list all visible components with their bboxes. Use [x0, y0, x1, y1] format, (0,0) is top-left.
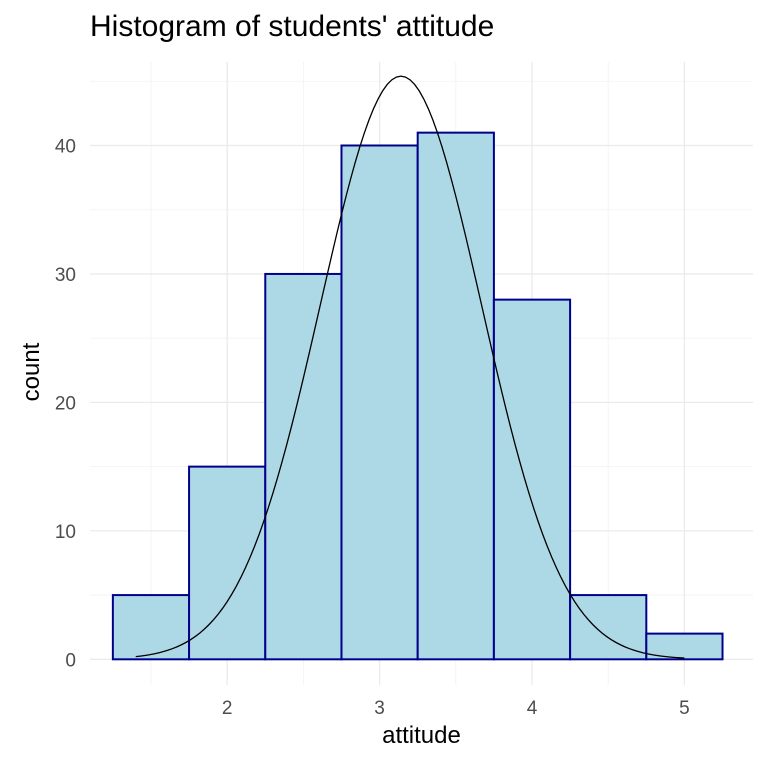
x-tick-label: 3 — [374, 698, 385, 719]
chart-title: Histogram of students' attitude — [90, 10, 495, 43]
histogram-bar — [492, 298, 572, 661]
y-tick-label: 0 — [65, 650, 76, 671]
y-axis-ticks: 0 10 20 30 40 — [55, 136, 76, 671]
histogram-bar — [416, 131, 495, 661]
y-tick-label: 20 — [55, 393, 76, 414]
x-tick-label: 2 — [222, 698, 233, 719]
histogram-bar — [340, 144, 419, 661]
y-tick-label: 40 — [55, 136, 76, 157]
histogram-bar — [645, 632, 724, 661]
histogram-bar — [188, 465, 267, 661]
histogram-bars — [111, 131, 724, 661]
x-tick-label: 5 — [679, 698, 690, 719]
histogram-bar — [264, 272, 343, 661]
x-axis-label: attitude — [382, 722, 461, 749]
density-curve — [135, 75, 685, 659]
x-tick-label: 4 — [527, 698, 538, 719]
y-tick-label: 10 — [55, 522, 76, 543]
histogram-bar — [111, 594, 191, 661]
histogram-bar — [569, 594, 648, 661]
y-tick-label: 30 — [55, 265, 76, 286]
y-axis-label: count — [18, 342, 45, 402]
x-axis-ticks: 2 3 4 5 — [222, 698, 690, 719]
